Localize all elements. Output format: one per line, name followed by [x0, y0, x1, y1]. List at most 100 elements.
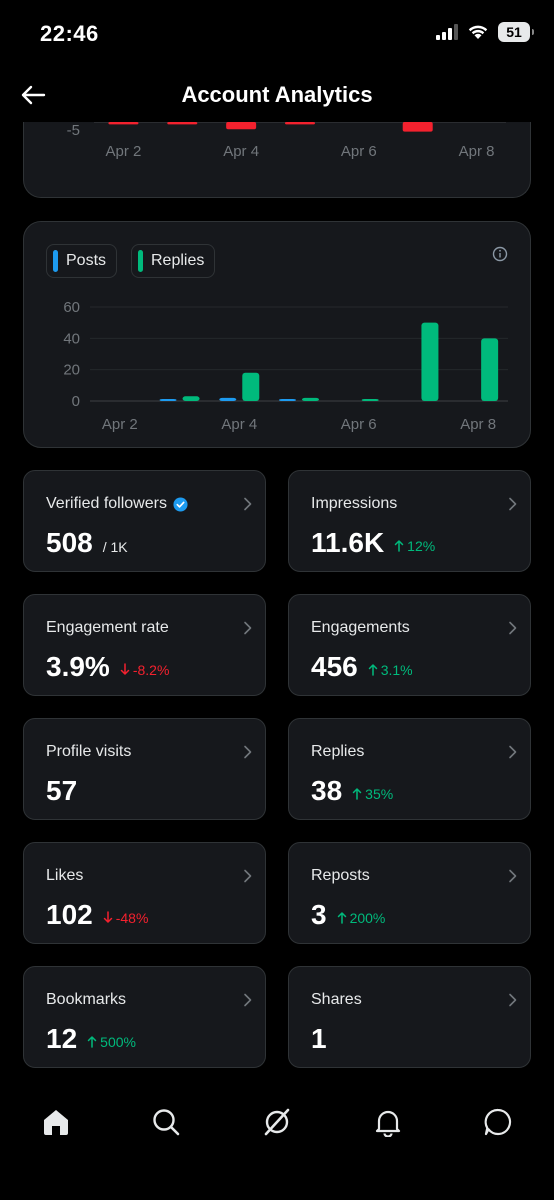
chevron-right-icon — [509, 497, 517, 511]
chart2-bar-replies — [481, 338, 499, 401]
back-button[interactable] — [16, 80, 50, 110]
bottom-tab-bar — [0, 1090, 554, 1160]
arrow-up-icon — [352, 788, 362, 800]
x-tick-label: Apr 8 — [460, 416, 496, 433]
stat-value-row: 12 500% — [46, 1023, 136, 1055]
header: Account Analytics — [0, 70, 554, 122]
stat-value: 3 — [311, 899, 327, 930]
legend-replies-label: Replies — [151, 252, 205, 269]
stat-card-replies[interactable]: Replies 38 35% — [288, 718, 531, 820]
stat-label: Replies — [311, 743, 364, 761]
arrow-up-icon — [337, 912, 346, 924]
x-tick-label: Apr 2 — [102, 416, 138, 433]
chart2-bar-replies — [182, 396, 200, 401]
stat-delta-value: 500% — [100, 1033, 136, 1050]
stat-value: 102 — [46, 899, 93, 930]
chevron-right-icon — [244, 869, 252, 883]
stat-value-row: 11.6K 12% — [311, 527, 435, 559]
y-tick-label: 20 — [63, 362, 80, 379]
stat-card-reposts[interactable]: Reposts 3 200% — [288, 842, 531, 944]
stat-delta-value: -48% — [115, 909, 149, 926]
info-icon[interactable] — [492, 246, 508, 262]
chevron-right-icon — [244, 993, 252, 1007]
stat-delta-value: 200% — [349, 909, 386, 926]
arrow-up-icon — [394, 540, 404, 552]
stat-delta: 3.1% — [368, 662, 413, 678]
chart1-bar-negative — [167, 122, 198, 125]
stat-card-verified-followers[interactable]: Verified followers 508 / 1K — [23, 470, 266, 572]
stat-value-row: 3 200% — [311, 899, 385, 931]
x-tick-label: Apr 4 — [223, 143, 259, 160]
stat-label: Reposts — [311, 867, 370, 885]
legend-replies-swatch — [138, 250, 143, 272]
chevron-right-icon — [244, 621, 252, 635]
stat-label-text: Reposts — [311, 867, 370, 884]
bell-icon — [375, 1110, 401, 1137]
stat-card-engagement-rate[interactable]: Engagement rate 3.9% -8.2% — [23, 594, 266, 696]
stat-card-engagements[interactable]: Engagements 456 3.1% — [288, 594, 531, 696]
legend-posts-swatch — [53, 250, 58, 272]
stat-label: Impressions — [311, 495, 397, 513]
y-tick-label: 60 — [63, 299, 80, 316]
stat-delta: 200% — [337, 909, 386, 926]
stat-card-profile-visits[interactable]: Profile visits 57 — [23, 718, 266, 820]
stat-card-bookmarks[interactable]: Bookmarks 12 500% — [23, 966, 266, 1068]
x-tick-label: Apr 6 — [341, 416, 377, 433]
legend-posts-toggle[interactable]: Posts — [46, 244, 118, 278]
stat-delta: 500% — [87, 1034, 136, 1050]
legend-replies-toggle[interactable]: Replies — [131, 244, 216, 278]
stat-delta: 35% — [352, 786, 393, 802]
chevron-right-icon — [509, 869, 517, 883]
stat-card-shares[interactable]: Shares 1 — [288, 966, 531, 1068]
stat-value-row: 57 — [46, 775, 77, 807]
posts-replies-chart: 60 40 20 0 Apr 2 Apr 4 Apr 6 Apr 8 — [63, 299, 508, 433]
chart2-bar-posts — [279, 399, 296, 401]
y-tick-label: 40 — [63, 330, 80, 347]
search-icon — [153, 1109, 180, 1136]
engagement-chart-card: 10 -5 Apr 2 Apr 4 Apr 6 Apr 8 — [23, 122, 531, 198]
stat-delta-value: 12% — [407, 537, 436, 554]
arrow-down-icon — [120, 663, 130, 675]
stat-delta-value: -8.2% — [132, 661, 170, 678]
stat-value: 11.6K — [311, 527, 385, 558]
posts-replies-chart-card: Posts Replies 60 40 20 0 Apr 2 Apr 4 Apr 6 Apr … — [23, 221, 531, 448]
wifi-icon — [468, 25, 488, 39]
stat-label: Bookmarks — [46, 991, 126, 1009]
stat-label: Engagements — [311, 619, 410, 637]
arrow-up-icon — [87, 1036, 97, 1048]
stat-value: 3.9% — [46, 651, 110, 682]
stat-label: Likes — [46, 867, 83, 885]
stat-value: 508 — [46, 527, 93, 558]
stat-label: Profile visits — [46, 743, 131, 761]
chart1-bar-negative — [226, 122, 257, 130]
stat-value: 57 — [46, 775, 78, 806]
messages-icon — [484, 1108, 512, 1136]
tab-grok[interactable] — [259, 1104, 295, 1140]
stat-label: Shares — [311, 991, 362, 1009]
stat-value-row: 102 -48% — [46, 899, 148, 931]
chart2-bar-posts — [159, 399, 177, 401]
stat-value-row: 38 35% — [311, 775, 393, 807]
chart2-bar-replies — [361, 399, 379, 401]
x-tick-label: Apr 2 — [105, 143, 141, 160]
x-tick-label: Apr 4 — [221, 416, 257, 433]
stat-label-text: Profile visits — [46, 743, 132, 760]
home-icon — [44, 1110, 68, 1135]
stat-value: 1 — [311, 1023, 327, 1054]
x-tick-label: Apr 8 — [459, 143, 495, 160]
tab-home[interactable] — [38, 1104, 74, 1140]
page-title: Account Analytics — [181, 82, 373, 107]
arrow-left-icon — [21, 85, 46, 105]
tab-notifications[interactable] — [370, 1104, 406, 1140]
stat-label-text: Engagement rate — [46, 619, 169, 636]
chevron-right-icon — [244, 745, 252, 759]
legend-posts-label: Posts — [66, 252, 107, 269]
tab-messages[interactable] — [480, 1104, 516, 1140]
chevron-right-icon — [509, 621, 517, 635]
stat-card-impressions[interactable]: Impressions 11.6K 12% — [288, 470, 531, 572]
chart2-bar-replies — [242, 372, 260, 401]
tab-search[interactable] — [148, 1104, 184, 1140]
stat-card-likes[interactable]: Likes 102 -48% — [23, 842, 266, 944]
stat-value: 456 — [311, 651, 358, 682]
